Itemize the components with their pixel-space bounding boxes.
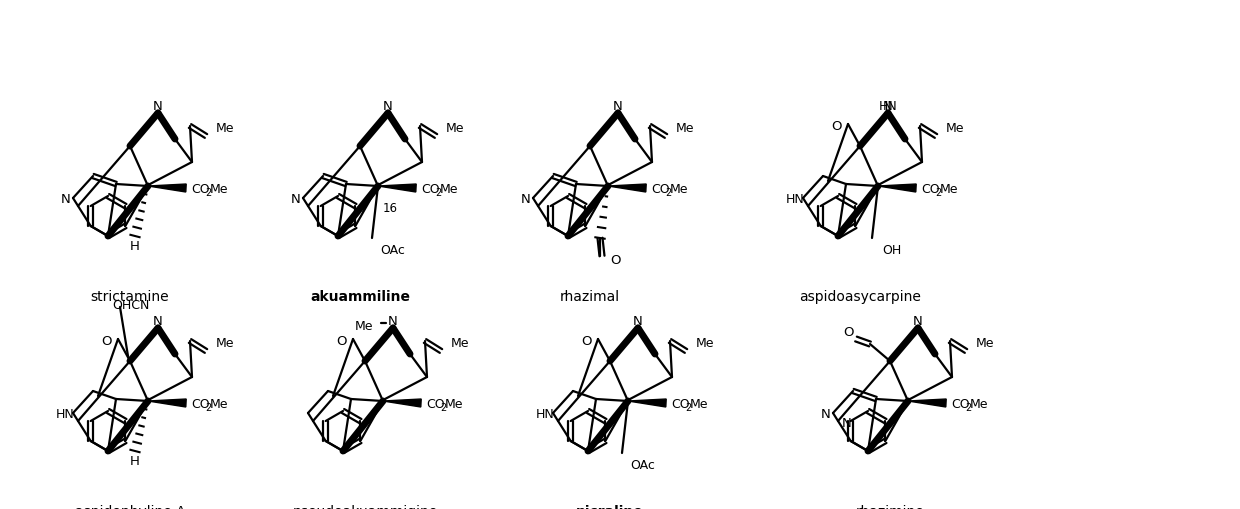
Text: Me: Me bbox=[976, 337, 994, 350]
Text: Me: Me bbox=[445, 398, 464, 411]
Text: Me: Me bbox=[946, 122, 965, 135]
Text: 2: 2 bbox=[684, 402, 691, 412]
Text: Me: Me bbox=[216, 122, 234, 135]
Text: 7: 7 bbox=[361, 202, 368, 215]
Text: CO: CO bbox=[671, 398, 689, 411]
Polygon shape bbox=[383, 399, 422, 407]
Text: O: O bbox=[100, 335, 112, 348]
Text: OH: OH bbox=[882, 244, 901, 257]
Polygon shape bbox=[878, 185, 916, 192]
Text: Me: Me bbox=[210, 398, 228, 411]
Text: N: N bbox=[153, 100, 162, 114]
Text: N: N bbox=[388, 315, 398, 328]
Text: O: O bbox=[336, 335, 346, 348]
Text: CO: CO bbox=[651, 183, 670, 196]
Text: 2: 2 bbox=[440, 402, 446, 412]
Text: HN: HN bbox=[786, 193, 805, 206]
Text: 2: 2 bbox=[205, 402, 211, 412]
Text: Me: Me bbox=[689, 398, 708, 411]
Text: OHCN: OHCN bbox=[112, 299, 149, 312]
Text: Me: Me bbox=[216, 337, 234, 350]
Text: 2: 2 bbox=[935, 188, 941, 197]
Text: CO: CO bbox=[191, 183, 210, 196]
Polygon shape bbox=[908, 399, 946, 407]
Text: O: O bbox=[580, 335, 591, 348]
Text: 2: 2 bbox=[205, 188, 211, 197]
Text: CO: CO bbox=[191, 398, 210, 411]
Text: H: H bbox=[130, 455, 140, 468]
Polygon shape bbox=[148, 185, 186, 192]
Text: HN: HN bbox=[56, 408, 74, 420]
Text: 16: 16 bbox=[382, 202, 398, 215]
Text: HN: HN bbox=[536, 408, 554, 420]
Text: Me: Me bbox=[451, 337, 470, 350]
Text: OAc: OAc bbox=[630, 459, 655, 471]
Text: N: N bbox=[521, 193, 531, 206]
Text: aspidophyline A: aspidophyline A bbox=[74, 504, 185, 509]
Text: N: N bbox=[634, 315, 642, 328]
Text: Me: Me bbox=[670, 183, 688, 196]
Text: akuammiline: akuammiline bbox=[310, 290, 410, 303]
Text: HN: HN bbox=[879, 100, 898, 114]
Text: N: N bbox=[821, 408, 831, 420]
Text: strictamine: strictamine bbox=[91, 290, 170, 303]
Text: Me: Me bbox=[355, 320, 373, 333]
Text: N: N bbox=[883, 100, 893, 114]
Polygon shape bbox=[148, 399, 186, 407]
Text: aspidoasycarpine: aspidoasycarpine bbox=[799, 290, 921, 303]
Text: 2: 2 bbox=[965, 402, 971, 412]
Text: rhazimal: rhazimal bbox=[560, 290, 620, 303]
Text: pseudoakuammigine: pseudoakuammigine bbox=[293, 504, 438, 509]
Text: Me: Me bbox=[440, 183, 459, 196]
Text: Me: Me bbox=[210, 183, 228, 196]
Text: Me: Me bbox=[446, 122, 465, 135]
Text: Me: Me bbox=[940, 183, 959, 196]
Text: N: N bbox=[291, 193, 301, 206]
Text: O: O bbox=[831, 120, 841, 133]
Text: CO: CO bbox=[951, 398, 970, 411]
Text: CO: CO bbox=[427, 398, 445, 411]
Text: Me: Me bbox=[696, 337, 714, 350]
Text: 2: 2 bbox=[435, 188, 441, 197]
Text: N: N bbox=[153, 315, 162, 328]
Text: N: N bbox=[613, 100, 622, 114]
Text: N: N bbox=[913, 315, 923, 328]
Text: Me: Me bbox=[676, 122, 694, 135]
Text: rhazimine: rhazimine bbox=[856, 504, 924, 509]
Polygon shape bbox=[627, 399, 666, 407]
Text: H: H bbox=[130, 240, 140, 253]
Text: CO: CO bbox=[422, 183, 440, 196]
Text: O: O bbox=[843, 326, 853, 339]
Text: CO: CO bbox=[921, 183, 940, 196]
Text: 2: 2 bbox=[665, 188, 671, 197]
Text: N: N bbox=[842, 417, 852, 430]
Text: OAc: OAc bbox=[379, 244, 405, 257]
Polygon shape bbox=[378, 185, 417, 192]
Text: Me: Me bbox=[970, 398, 988, 411]
Polygon shape bbox=[608, 185, 646, 192]
Text: N: N bbox=[383, 100, 393, 114]
Text: N: N bbox=[61, 193, 71, 206]
Text: picraline: picraline bbox=[577, 504, 644, 509]
Text: O: O bbox=[610, 254, 620, 267]
